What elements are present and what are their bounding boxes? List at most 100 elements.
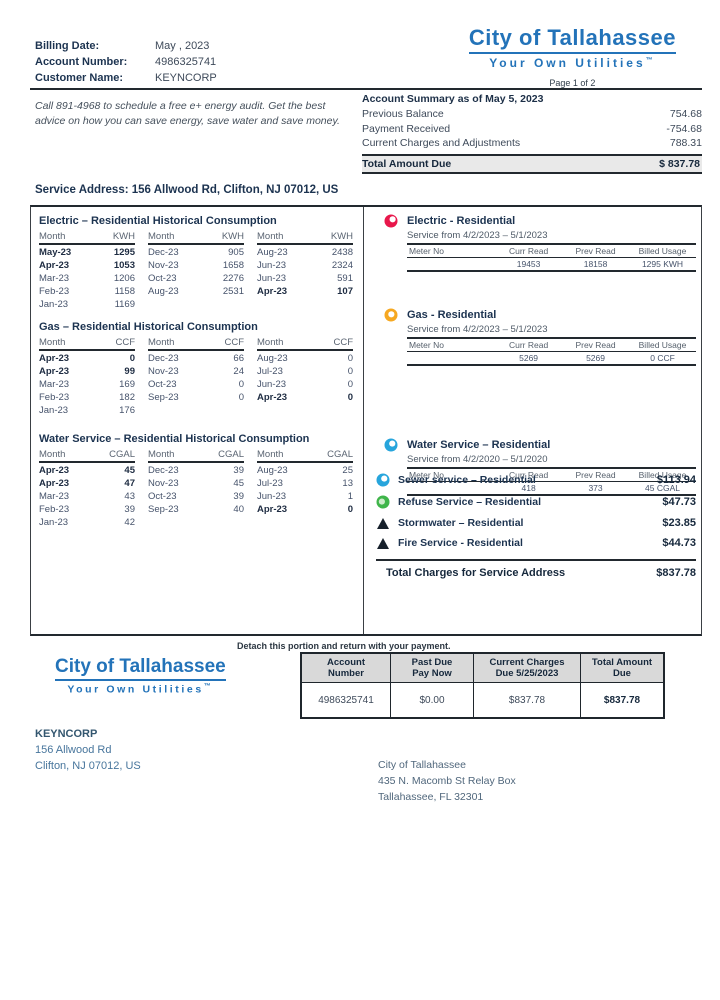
month-cell: Aug-23 [148,286,179,297]
fire-triangle-icon [376,537,398,549]
history-group-header: Month CCF [148,337,244,351]
month-cell: Apr-23 [39,465,70,476]
history-group: Month CGAL Apr-23 45 Apr-23 47 Mar-23 43 Feb… [39,449,135,529]
refuse-charge-amount: $47.73 [662,496,696,508]
value-cell: 39 [233,465,244,476]
value-cell: 0 [238,379,244,390]
month-cell: Sep-23 [148,504,179,515]
month-cell: Jun-23 [257,260,287,271]
total-charges-row: Total Charges for Service Address $837.7… [376,559,696,579]
curr-read-value: 5269 [519,353,539,363]
billing-info-block: Billing Date: May , 2023 Account Number:… [35,38,217,86]
other-charges-list: Sewer service – Residential $113.94 Refu… [376,473,696,579]
month-header: Month [39,231,66,242]
value-cell: 905 [228,247,244,258]
history-row: Apr-23 107 [257,285,353,298]
history-row: Jul-23 0 [257,365,353,378]
total-charges-amount: $837.78 [656,567,696,579]
history-group: Month KWH Dec-23 905 Nov-23 1658 Oct-23 2276… [148,231,244,311]
month-cell: Aug-23 [257,353,288,364]
value-cell: 2438 [331,247,353,258]
history-row: Dec-23 66 [148,352,244,365]
history-row: Oct-23 2276 [148,272,244,285]
previous-balance-row: Previous Balance 754.68 [362,107,702,122]
page-indicator: Page 1 of 2 [549,78,596,88]
billed-usage-value: 45 CGAL [645,483,680,493]
stub-pastdue-header: Past Due Pay Now [390,652,474,683]
value-cell: 2276 [222,273,244,284]
customer-address-line1: 156 Allwood Rd [35,744,112,756]
unit-header: CCF [333,337,353,348]
stub-header-row: Account Number Past Due Pay Now Current Ch… [300,652,665,683]
value-cell: 1658 [222,260,244,271]
history-row: Mar-23 169 [39,378,135,391]
month-cell: Dec-23 [148,465,179,476]
history-group: Month KWH Aug-23 2438 Jun-23 2324 Jun-23 591… [257,231,353,311]
history-group: Month CCF Aug-23 0 Jul-23 0 Jun-23 0 Apr-23 0 [257,337,353,417]
value-cell: 45 [233,478,244,489]
month-cell: Apr-23 [257,504,288,515]
history-group-header: Month CCF [257,337,353,351]
history-group: Month KWH May-23 1295 Apr-23 1053 Mar-23 120… [39,231,135,311]
history-row: Dec-23 905 [148,246,244,259]
history-row: Mar-23 1206 [39,272,135,285]
curr-read-header: Curr Read [508,340,549,350]
history-row: Dec-23 39 [148,464,244,477]
water-meter-table: Meter No Curr Read Prev Read Billed Usag… [407,467,696,496]
history-row: Apr-23 0 [39,352,135,365]
value-cell: 176 [119,405,135,416]
stub-account-header: Account Number [300,652,391,683]
value-cell: 43 [124,491,135,502]
remit-address: City of Tallahassee 435 N. Macomb St Rel… [378,757,516,805]
gas-history-table: Gas – Residential Historical Consumption… [39,321,353,417]
refuse-charge-row: Refuse Service – Residential $47.73 [376,495,696,509]
payment-stub-table: Account Number Past Due Pay Now Current Ch… [300,652,665,719]
meter-table-header: Meter No Curr Read Prev Read Billed Usag… [407,469,696,482]
refuse-charge-label: Refuse Service – Residential [398,496,541,508]
value-cell: 591 [337,273,353,284]
history-row: Oct-23 39 [148,490,244,503]
unit-header: KWH [221,231,244,242]
month-header: Month [148,449,175,460]
billing-date-value: May , 2023 [155,40,210,52]
month-cell: Dec-23 [148,247,179,258]
month-cell: Sep-23 [148,392,179,403]
history-row: Jun-23 1 [257,490,353,503]
month-cell: Feb-23 [39,286,70,297]
meter-table-row: 418 373 45 CGAL [407,482,696,494]
month-cell: Apr-23 [257,392,288,403]
unit-header: KWH [330,231,353,242]
history-row: Apr-23 47 [39,477,135,490]
previous-balance-value: 754.68 [669,108,702,120]
value-cell: 39 [233,491,244,502]
stub-value-row: 4986325741 $0.00 $837.78 $837.78 [300,682,665,719]
water-icon [384,438,398,452]
unit-header: CGAL [109,449,135,460]
service-detail-box: Electric – Residential Historical Consum… [30,205,702,636]
sewer-charge-row: Sewer service – Residential $113.94 [376,473,696,487]
value-cell: 1053 [113,260,135,271]
sewer-charge-label: Sewer service – Residential [398,474,536,486]
total-amount-due-value: $ 837.78 [659,157,700,170]
account-number-row: Account Number: 4986325741 [35,54,217,70]
stub-total-value: $837.78 [580,682,665,719]
city-of-tallahassee-logo: City of Tallahassee Your Own Utilities™ [468,25,676,70]
meter-table-row: 19453 18158 1295 KWH [407,258,696,270]
unit-header: CGAL [327,449,353,460]
water-service-header: Water Service – Residential [384,438,696,452]
history-row: Feb-23 39 [39,503,135,516]
payment-received-label: Payment Received [362,122,451,135]
value-cell: 169 [119,379,135,390]
history-row: Aug-23 25 [257,464,353,477]
history-row: Aug-23 0 [257,352,353,365]
detach-instruction: Detach this portion and return with your… [237,641,451,651]
account-number-value: 4986325741 [155,56,217,68]
history-row: Jul-23 13 [257,477,353,490]
month-cell: Jul-23 [257,478,283,489]
unit-header: CCF [115,337,135,348]
service-address: Service Address: 156 Allwood Rd, Clifton… [35,184,339,196]
header-divider [30,88,702,90]
billed-usage-header: Billed Usage [638,470,687,480]
billed-usage-value: 0 CCF [650,353,675,363]
